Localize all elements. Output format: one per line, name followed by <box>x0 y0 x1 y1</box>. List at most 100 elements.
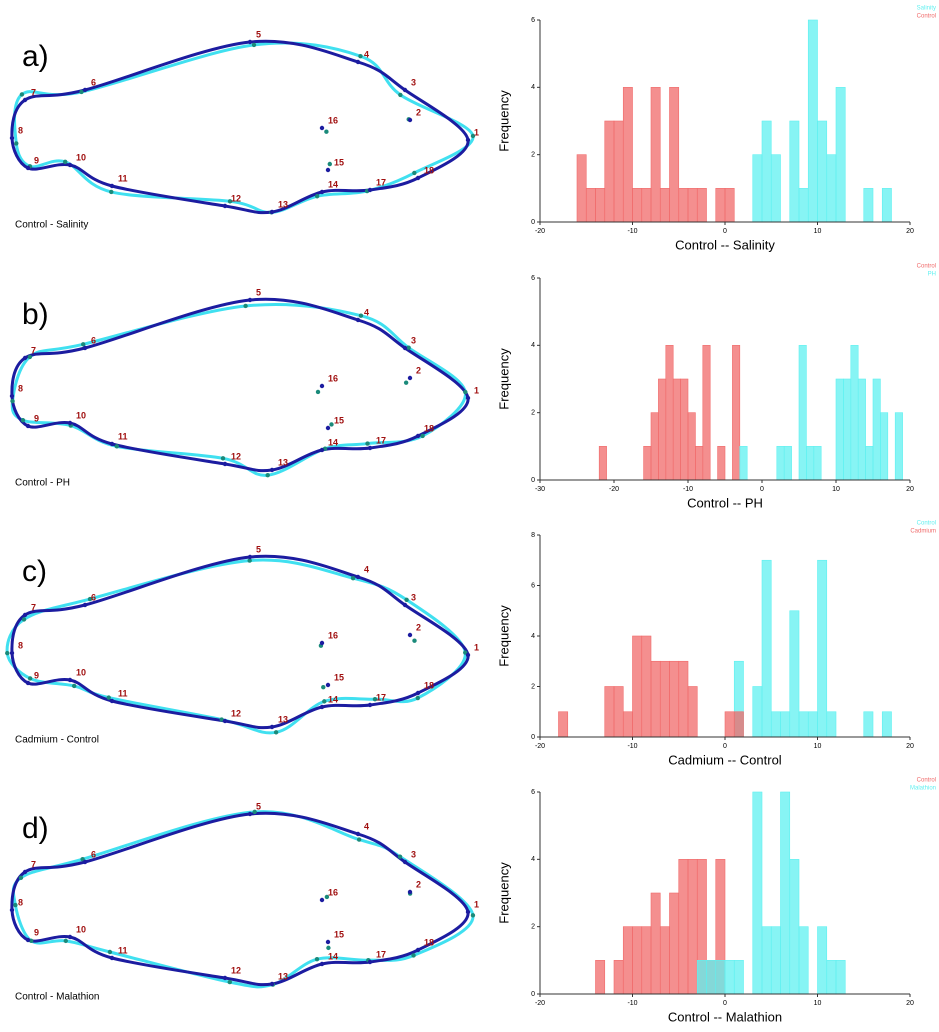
x-tick-label: 0 <box>723 743 727 750</box>
landmark-dot <box>407 632 413 638</box>
landmark-dot <box>22 355 28 361</box>
landmark-label: 3 <box>411 77 416 87</box>
landmark-label: 3 <box>411 335 416 345</box>
landmark-dot <box>319 704 325 710</box>
landmark-label: 1 <box>474 642 479 652</box>
y-tick-label: 0 <box>531 734 535 741</box>
hist-bar <box>613 686 624 738</box>
y-tick-label: 2 <box>531 410 535 417</box>
hist-bar <box>732 345 741 481</box>
hist-bar <box>613 960 624 995</box>
x-tick-label: 0 <box>723 1000 727 1007</box>
x-tick-label: 0 <box>760 486 764 493</box>
y-tick-label: 2 <box>531 924 535 931</box>
hist-bar <box>880 412 889 481</box>
hist-bar <box>650 660 661 738</box>
x-axis-title: Control -- Salinity <box>675 237 775 252</box>
x-tick-label: -20 <box>535 228 545 235</box>
landmark-label: 8 <box>18 640 23 650</box>
hist-bar <box>695 446 704 481</box>
hist-bar <box>776 446 785 481</box>
hist-bar <box>863 188 874 223</box>
landmark-label: 14 <box>328 694 338 704</box>
panel-letter: d) <box>22 812 49 845</box>
landmark-dot <box>222 718 228 724</box>
hist-bar <box>835 378 844 481</box>
landmark-dot <box>319 189 325 195</box>
hist-bar <box>585 188 596 223</box>
landmark-label: 10 <box>76 667 86 677</box>
landmark-dot <box>82 859 88 865</box>
hist-bar <box>687 188 698 223</box>
x-tick-label: 10 <box>814 228 822 235</box>
landmark-label: 5 <box>256 801 261 811</box>
landmark-dot <box>109 698 115 704</box>
legend-entry: Control <box>917 14 936 20</box>
x-tick-label: -10 <box>627 228 637 235</box>
landmark-dot <box>9 907 15 913</box>
landmark-dot <box>321 684 326 690</box>
landmark-label: 14 <box>328 179 338 189</box>
hist-bar <box>761 559 772 738</box>
landmark-dot <box>355 574 361 580</box>
hist-bar <box>680 378 689 481</box>
landmark-dot <box>398 92 403 98</box>
landmark-label: 2 <box>416 365 421 375</box>
landmark-dot <box>358 53 363 59</box>
landmark-dot <box>358 313 364 318</box>
hist-bar <box>733 711 744 738</box>
landmark-label: 6 <box>91 592 96 602</box>
x-tick-label: 10 <box>832 486 840 493</box>
landmark-dot <box>27 676 33 681</box>
hist-bar <box>715 960 726 995</box>
landmark-dot <box>465 137 471 143</box>
x-tick-label: -20 <box>609 486 619 493</box>
landmark-dot <box>412 170 417 176</box>
landmark-label: 18 <box>424 423 434 433</box>
hist-bar <box>604 686 615 738</box>
landmark-dot <box>463 389 468 395</box>
hist-bar <box>702 345 711 481</box>
hist-bar <box>806 446 815 481</box>
landmark-dot <box>367 445 373 451</box>
x-axis-title: Control -- PH <box>687 495 763 510</box>
outline-cyan <box>5 558 467 735</box>
landmark-label: 11 <box>118 688 128 698</box>
landmark-dot <box>465 909 471 915</box>
landmark-dot <box>327 161 332 167</box>
hist-bar <box>798 345 807 481</box>
landmark-dot <box>465 395 471 401</box>
landmark-dot <box>114 444 120 449</box>
landmark-dot <box>324 894 330 900</box>
landmark-dot <box>415 175 421 181</box>
landmark-dot <box>13 902 18 908</box>
hist-bar <box>761 926 772 995</box>
landmark-dot <box>269 724 275 730</box>
landmark-dot <box>22 869 28 875</box>
landmark-dot <box>222 975 228 981</box>
hist-bar <box>894 412 903 481</box>
landmark-label: 14 <box>328 951 338 961</box>
hist-bar <box>789 120 800 223</box>
hist-bar <box>739 446 748 481</box>
landmark-dot <box>325 939 331 945</box>
landmark-label: 2 <box>416 107 421 117</box>
landmark-dot <box>109 955 115 961</box>
landmark-dot <box>243 303 248 309</box>
landmark-dot <box>319 447 325 453</box>
landmark-dot <box>25 680 31 686</box>
landmark-dot <box>465 652 471 658</box>
hist-bar <box>780 791 791 995</box>
hist-bar <box>669 892 680 995</box>
landmark-dot <box>67 162 73 168</box>
outline-cyan <box>13 41 475 214</box>
hist-bar <box>715 188 726 223</box>
hist-bar <box>717 446 726 481</box>
landmark-dot <box>411 953 416 958</box>
landmark-label: 17 <box>376 435 386 445</box>
landmark-dot <box>109 441 115 447</box>
hist-bar <box>835 960 846 995</box>
panel-letter: b) <box>22 298 49 331</box>
